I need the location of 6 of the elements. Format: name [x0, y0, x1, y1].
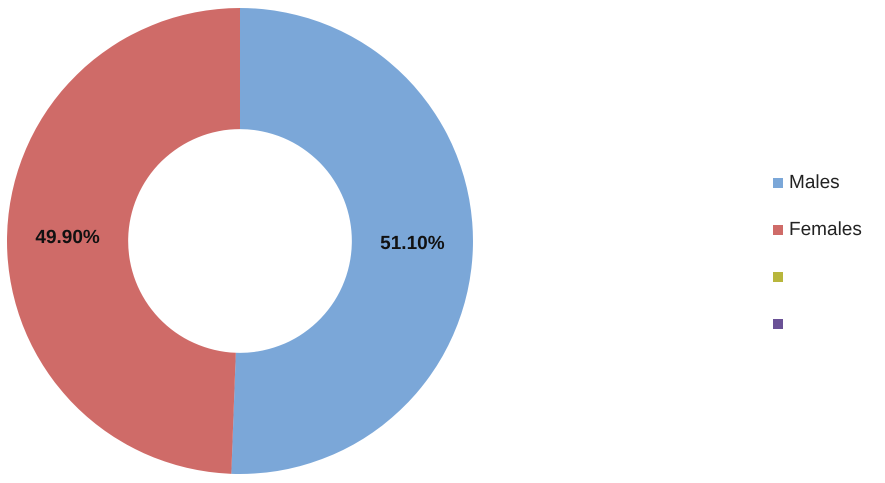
data-label: 49.90% [35, 226, 100, 248]
data-label: 51.10% [380, 233, 445, 254]
donut-slice [7, 8, 240, 474]
donut-slice [231, 8, 473, 474]
legend-label: Males [789, 172, 840, 194]
legend-label: Females [789, 219, 862, 240]
